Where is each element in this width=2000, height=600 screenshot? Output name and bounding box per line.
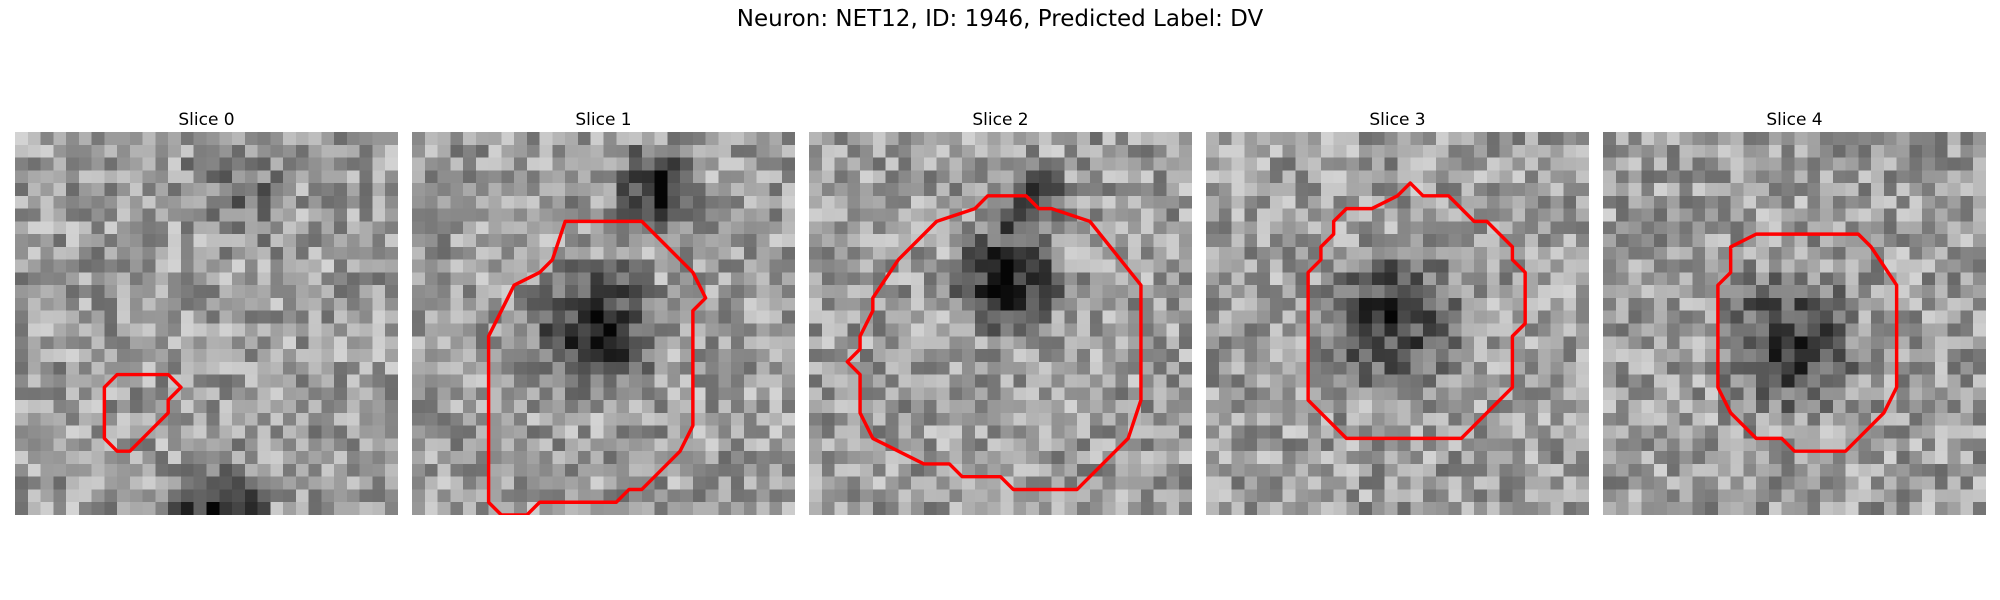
slice-title: Slice 0 — [178, 110, 235, 130]
neuron-contour — [845, 194, 1143, 492]
slice-panel-1: Slice 1 — [412, 108, 795, 515]
slice-panel-2: Slice 2 — [809, 108, 1192, 515]
slice-title: Slice 1 — [575, 110, 632, 130]
slice-title: Slice 4 — [1766, 110, 1823, 130]
slice-image — [412, 132, 795, 515]
neuron-contour — [486, 219, 708, 515]
neuron-contour — [1306, 181, 1527, 441]
figure-title: Neuron: NET12, ID: 1946, Predicted Label… — [736, 6, 1264, 32]
slice-title: Slice 2 — [972, 110, 1029, 130]
slice-image — [809, 132, 1192, 515]
slice-panel-0: Slice 0 — [15, 108, 398, 515]
slice-image — [1603, 132, 1986, 515]
slice-panel-4: Slice 4 — [1603, 108, 1986, 515]
slice-image — [15, 132, 398, 515]
slice-panel-3: Slice 3 — [1206, 108, 1589, 515]
slice-title: Slice 3 — [1369, 110, 1426, 130]
neuron-contour — [1716, 232, 1899, 453]
neuron-contour — [102, 372, 183, 453]
slice-image — [1206, 132, 1589, 515]
